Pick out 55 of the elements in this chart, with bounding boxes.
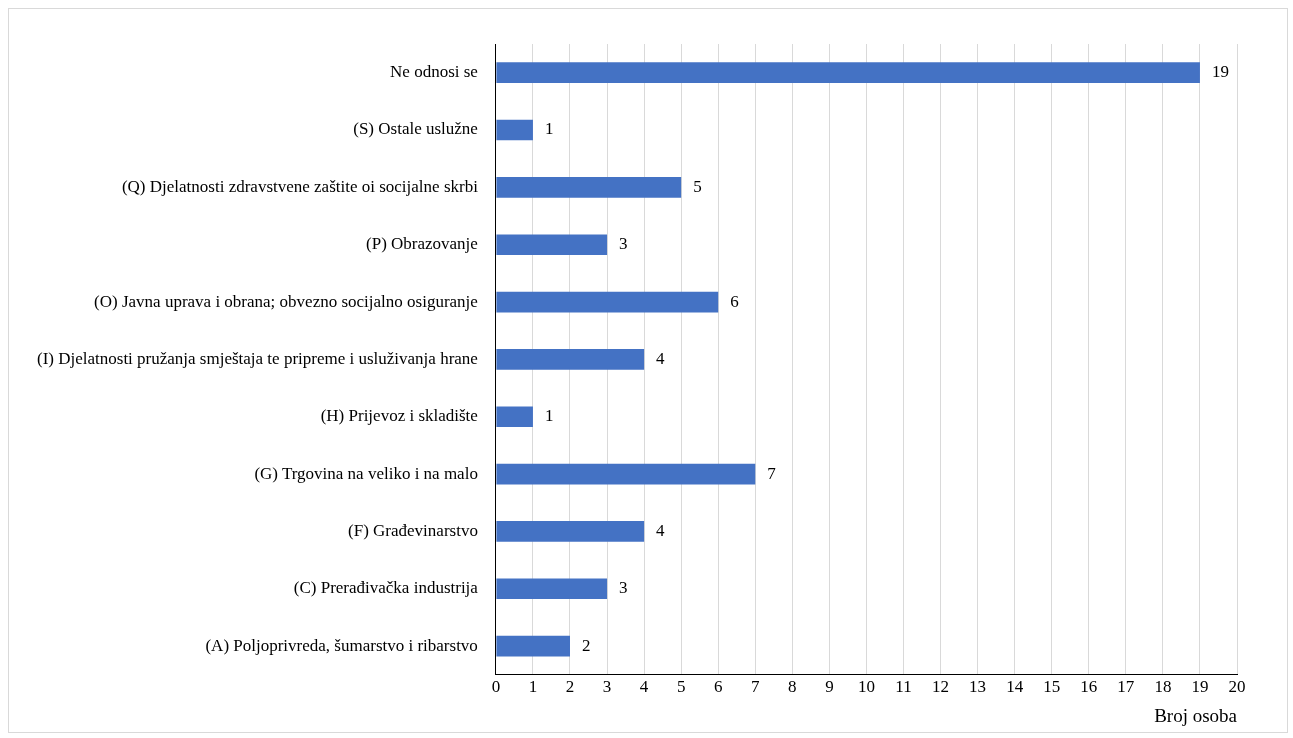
bar: [496, 406, 533, 428]
bar: [496, 291, 719, 313]
y-tick-label: Ne odnosi se: [390, 62, 478, 82]
x-tick-label: 16: [1080, 677, 1098, 697]
data-label: 1: [544, 119, 554, 139]
x-tick-label: 13: [969, 677, 987, 697]
x-axis-title: Broj osoba: [1154, 704, 1238, 726]
x-tick-label: 11: [895, 677, 912, 697]
bar: [496, 177, 682, 198]
x-tick-label: 0: [491, 677, 501, 697]
x-tick-label: 3: [602, 677, 612, 697]
x-tick-label: 10: [857, 677, 875, 697]
y-tick-label: (G) Trgovina na veliko i na malo: [254, 463, 478, 483]
x-tick-label: 9: [825, 677, 834, 697]
x-tick-label: 5: [676, 677, 686, 697]
x-tick-label: 4: [639, 677, 649, 697]
x-tick-label: 2: [565, 677, 575, 697]
data-label: 5: [693, 176, 702, 196]
y-tick-label: (P) Obrazovanje: [366, 234, 478, 254]
x-tick-label: 20: [1228, 677, 1246, 697]
data-label: 3: [619, 234, 628, 254]
data-label: 3: [619, 578, 628, 598]
x-tick-label: 18: [1154, 677, 1172, 697]
y-tick-label: (Q) Djelatnosti zdravstvene zaštite oi socijalne skrbi: [121, 176, 479, 196]
data-label: 4: [656, 520, 666, 540]
y-tick-label: (S) Ostale uslužne: [353, 119, 478, 139]
x-tick-label: 14: [1006, 677, 1024, 697]
x-tick-label: 6: [713, 677, 723, 697]
y-tick-label: (O) Javna uprava i obrana; obvezno socijalno osiguranje: [94, 291, 478, 311]
bar: [496, 119, 533, 141]
y-tick-label: (A) Poljoprivreda, šumarstvo i ribarstvo: [205, 635, 478, 655]
bar: [496, 635, 570, 657]
x-tick-label: 17: [1117, 677, 1135, 697]
bar: [496, 234, 608, 256]
x-tick-label: 1: [528, 677, 538, 697]
x-tick-label: 15: [1043, 677, 1061, 697]
data-label: 4: [656, 348, 666, 368]
y-tick-label: (H) Prijevoz i skladište: [320, 406, 478, 426]
bar: [496, 463, 756, 485]
data-label: 19: [1211, 62, 1229, 82]
y-tick-label: (C) Prerađivačka industrija: [293, 578, 479, 598]
bar: [496, 521, 645, 542]
data-label: 7: [767, 463, 777, 483]
x-tick-label: 8: [788, 677, 797, 697]
bar: [496, 349, 645, 370]
y-tick-label: (F) Građevinarstvo: [348, 520, 478, 540]
bar: [496, 62, 1200, 83]
x-tick-label: 7: [751, 677, 761, 697]
data-label: 1: [544, 406, 554, 426]
data-label: 2: [582, 635, 591, 655]
y-tick-label: (I) Djelatnosti pružanja smještaja te pripreme i usluživanja hrane: [37, 348, 478, 368]
data-label: 6: [730, 291, 739, 311]
x-tick-label: 19: [1191, 677, 1209, 697]
x-tick-label: 12: [932, 677, 950, 697]
bar: [496, 578, 608, 600]
